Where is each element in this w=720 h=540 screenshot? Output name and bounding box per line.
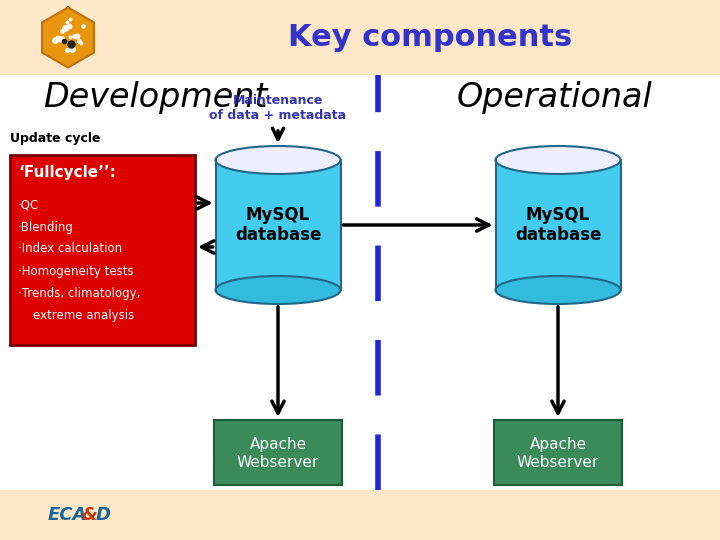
Text: Webserver: Webserver: [237, 455, 319, 470]
Text: ·Index calculation: ·Index calculation: [18, 242, 122, 255]
Bar: [10, 155, 195, 345]
Text: ·Homogeneity tests: ·Homogeneity tests: [18, 265, 134, 278]
Text: Development: Development: [42, 80, 267, 113]
Text: Operational: Operational: [457, 80, 653, 113]
Bar: [0, 0, 720, 75]
Text: Maintenance
of data + metadata: Maintenance of data + metadata: [210, 94, 346, 122]
Ellipse shape: [215, 276, 341, 304]
Bar: [495, 160, 621, 290]
Text: ECA: ECA: [48, 506, 87, 524]
Bar: [215, 160, 341, 290]
Text: extreme analysis: extreme analysis: [18, 308, 134, 321]
Ellipse shape: [215, 146, 341, 174]
Text: ·Blending: ·Blending: [18, 220, 74, 233]
Text: Update cycle: Update cycle: [10, 132, 101, 145]
Text: D: D: [96, 506, 111, 524]
Bar: [0, 75, 720, 490]
Ellipse shape: [495, 146, 621, 174]
Text: MySQL: MySQL: [526, 206, 590, 224]
Text: ‘Fullcycle’’:: ‘Fullcycle’’:: [18, 165, 116, 180]
Text: Apache: Apache: [249, 437, 307, 452]
Polygon shape: [42, 8, 94, 68]
Text: Apache: Apache: [529, 437, 587, 452]
Text: MySQL: MySQL: [246, 206, 310, 224]
Bar: [494, 420, 622, 485]
Text: database: database: [235, 226, 321, 244]
Ellipse shape: [495, 276, 621, 304]
Text: Webserver: Webserver: [517, 455, 599, 470]
Text: &: &: [82, 506, 98, 524]
Text: Key components: Key components: [288, 23, 572, 52]
Text: ·QC: ·QC: [18, 199, 40, 212]
Bar: [214, 420, 342, 485]
Text: ·Trends, climatology,: ·Trends, climatology,: [18, 287, 140, 300]
Bar: [0, 490, 720, 540]
Text: database: database: [515, 226, 601, 244]
